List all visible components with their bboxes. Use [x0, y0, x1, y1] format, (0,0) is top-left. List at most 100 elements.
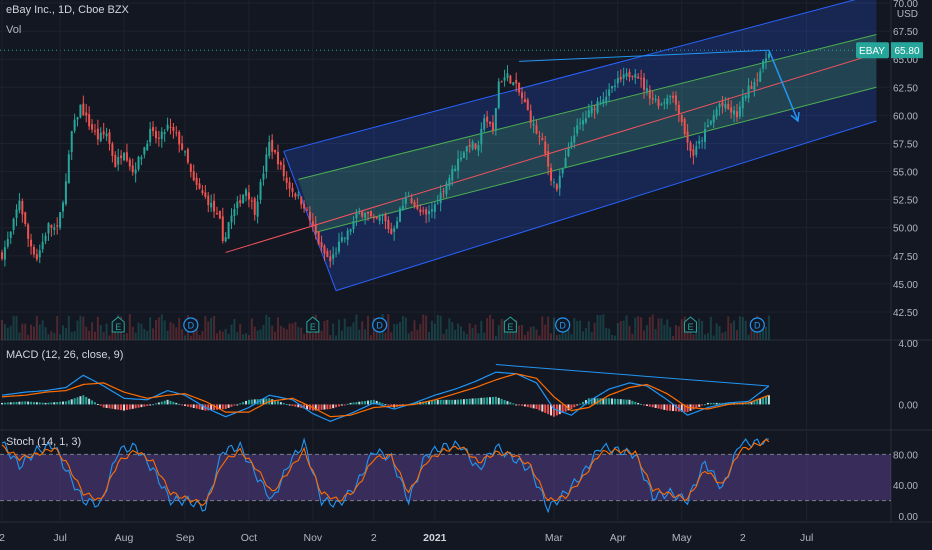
- macd-histogram-bar: [378, 402, 381, 405]
- macd-histogram-bar: [616, 398, 619, 405]
- macd-histogram-bar: [329, 404, 332, 410]
- macd-legend[interactable]: MACD (12, 26, close, 9): [6, 349, 124, 361]
- macd-histogram-bar: [523, 404, 526, 407]
- dividend-marker[interactable]: [183, 317, 199, 333]
- channel-outer-lower-line[interactable]: [335, 120, 877, 292]
- volume-bar: [558, 334, 561, 340]
- earnings-marker[interactable]: [503, 316, 517, 333]
- volume-bar: [448, 318, 451, 340]
- candle-body: [111, 143, 114, 156]
- candle-body: [651, 98, 654, 100]
- price-axis[interactable]: 42.50 45.00 47.50 50.00 52.50 55.00 57.50 60.00…: [856, 0, 923, 523]
- volume-legend[interactable]: Vol: [6, 24, 22, 36]
- earnings-marker[interactable]: [111, 316, 125, 333]
- volume-bar: [529, 326, 532, 340]
- macd-histogram-bar: [483, 397, 486, 405]
- candle-body: [306, 209, 309, 211]
- macd-histogram-bar: [53, 402, 56, 405]
- volume-bar: [242, 334, 245, 340]
- volume-bar: [523, 335, 526, 340]
- stoch-k-line: [1, 437, 769, 514]
- candle-body: [207, 195, 210, 206]
- volume-bar: [105, 323, 108, 340]
- volume-bar: [265, 314, 268, 340]
- macd-histogram-bar: [451, 399, 454, 405]
- macd-histogram-bar: [535, 404, 538, 410]
- candle-body: [677, 104, 680, 114]
- candle-body: [616, 77, 619, 84]
- macd-histogram-bar: [608, 398, 611, 405]
- candle-body: [323, 245, 326, 254]
- dividend-marker[interactable]: [555, 317, 571, 333]
- volume-bar: [765, 326, 768, 340]
- macd-histogram-bar: [529, 404, 532, 408]
- volume-bar: [436, 315, 439, 340]
- macd-histogram-bar: [265, 398, 268, 405]
- candle-body: [515, 79, 518, 84]
- last-price-tag[interactable]: [891, 42, 923, 59]
- dividend-marker[interactable]: [372, 317, 388, 333]
- volume-bar: [125, 333, 128, 340]
- dividend-marker[interactable]: [749, 317, 765, 333]
- projection-arrow[interactable]: [768, 49, 799, 122]
- candle-body: [576, 125, 579, 134]
- macd-histogram-bar: [613, 398, 616, 405]
- volume-bar: [1, 319, 3, 340]
- drawing-overlay[interactable]: [519, 49, 800, 123]
- volume-bar: [369, 335, 372, 340]
- volume-bar: [680, 319, 683, 340]
- macd-histogram-bar: [645, 404, 648, 406]
- candle-body: [73, 119, 76, 131]
- candle-body: [308, 211, 311, 221]
- candle-body: [468, 144, 471, 147]
- macd-histogram-bar: [718, 402, 721, 405]
- channel-inner-upper-line[interactable]: [298, 33, 877, 180]
- channel-median-line[interactable]: [225, 53, 877, 253]
- volume-bar: [413, 320, 416, 340]
- macd-histogram-bar: [547, 404, 550, 415]
- candle-body: [3, 247, 6, 260]
- macd-histogram-bar: [538, 404, 541, 411]
- volume-bar: [573, 317, 576, 340]
- volume-bar: [24, 323, 27, 340]
- candle-body: [24, 212, 27, 224]
- volume-bar: [332, 323, 335, 340]
- volume-bar: [599, 315, 602, 340]
- candle-body: [669, 96, 672, 98]
- candle-body: [59, 212, 62, 228]
- time-axis[interactable]: 2 Jul Aug Sep Oct Nov 2 2021 Mar Apr May 2 Jul: [0, 532, 813, 544]
- resistance-trend-line[interactable]: [519, 49, 769, 62]
- candle-body: [520, 92, 523, 99]
- macd-histogram-bar: [599, 398, 602, 405]
- macd-histogram-bar: [433, 399, 436, 405]
- candle-body: [407, 195, 410, 197]
- candle-body: [361, 211, 364, 217]
- candle-body: [558, 175, 561, 189]
- macd-histogram-bar: [442, 399, 445, 405]
- channel-inner-lower-line[interactable]: [315, 86, 877, 233]
- earnings-marker[interactable]: [683, 316, 697, 333]
- macd-divergence-line[interactable]: [495, 364, 769, 387]
- volume-bar: [149, 317, 152, 340]
- candle-body: [547, 151, 550, 167]
- stoch-legend[interactable]: Stoch (14, 1, 3): [6, 436, 82, 448]
- candle-body: [352, 221, 355, 230]
- candle-body: [38, 250, 41, 258]
- volume-bar: [143, 329, 146, 340]
- symbol-legend[interactable]: eBay Inc., 1D, Cboe BZX: [6, 4, 129, 16]
- macd-histogram-bar: [99, 404, 102, 406]
- macd-histogram-bar: [582, 401, 584, 405]
- symbol-tag[interactable]: [856, 42, 889, 59]
- macd-histogram-bar: [561, 404, 564, 413]
- candle-body: [419, 209, 422, 213]
- candle-body: [53, 227, 56, 230]
- channel-outer-upper-line[interactable]: [283, 0, 877, 152]
- time-tick-label: Nov: [303, 532, 322, 544]
- volume-bar: [30, 324, 33, 340]
- earnings-marker[interactable]: [306, 316, 320, 333]
- candle-body: [76, 117, 79, 120]
- candle-body: [329, 256, 332, 262]
- macd-histogram-bar: [18, 401, 21, 405]
- candle-body: [367, 211, 370, 214]
